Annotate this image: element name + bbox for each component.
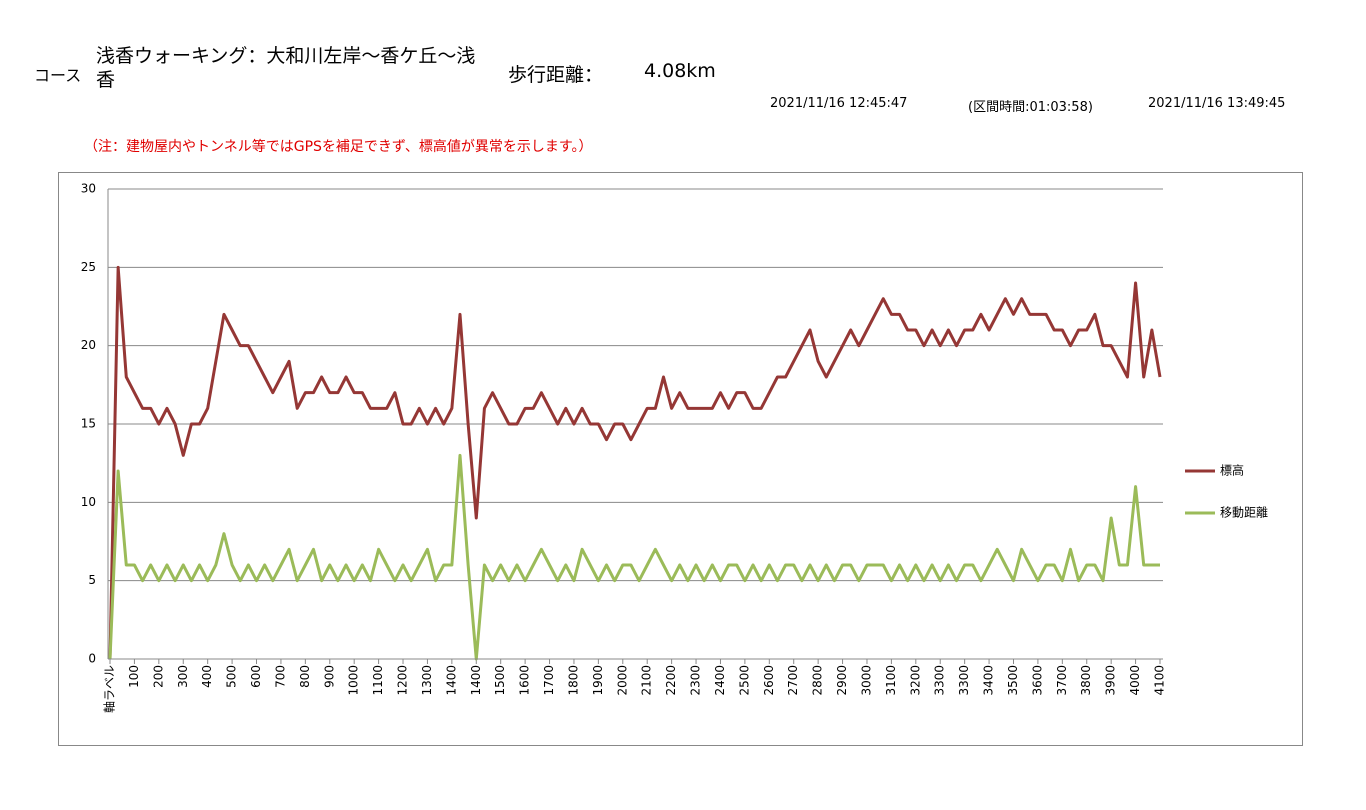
x-tick-label: 1400	[444, 665, 458, 696]
x-tick-label: 3100	[884, 665, 898, 696]
y-tick-label: 25	[81, 260, 96, 274]
course-name: 浅香ウォーキング：大和川左岸～香ケ丘～浅香	[96, 45, 476, 91]
x-tick-label: 700	[273, 665, 287, 688]
y-tick-label: 30	[81, 182, 96, 196]
x-tick-label: 1100	[371, 665, 385, 696]
y-tick-label: 5	[88, 573, 96, 587]
distance: 4.08km	[644, 60, 716, 82]
x-tick-label: 3400	[982, 665, 996, 696]
x-tick-label: 2900	[835, 665, 849, 696]
distance-label: 歩行距離：	[508, 64, 604, 86]
x-tick-label: 1600	[518, 665, 532, 696]
x-tick-label: 軸ラベル	[103, 665, 117, 713]
x-tick-label: 3600	[1030, 665, 1044, 696]
chart-frame	[58, 172, 1303, 746]
x-tick-label: 2500	[737, 665, 751, 696]
legend-label: 標高	[1220, 463, 1244, 478]
interval: (区間時間:01:03:58)	[968, 100, 1093, 115]
x-tick-label: 900	[322, 665, 336, 688]
x-tick-label: 2700	[786, 665, 800, 696]
x-tick-label: 1200	[396, 665, 410, 696]
x-tick-label: 2200	[664, 665, 678, 696]
y-tick-label: 10	[81, 495, 96, 509]
x-tick-label: 300	[176, 665, 190, 688]
x-tick-label: 600	[249, 665, 263, 688]
start-time: 2021/11/16 12:45:47	[770, 96, 908, 111]
x-tick-label: 3200	[908, 665, 922, 696]
x-tick-label: 1400	[469, 665, 483, 696]
x-tick-label: 800	[298, 665, 312, 688]
x-tick-label: 1700	[542, 665, 556, 696]
course-label: コース	[34, 66, 82, 85]
x-tick-label: 2400	[713, 665, 727, 696]
x-tick-label: 3700	[1055, 665, 1069, 696]
x-tick-label: 3300	[933, 665, 947, 696]
y-tick-label: 20	[81, 338, 96, 352]
x-tick-label: 1500	[493, 665, 507, 696]
x-tick-label: 3000	[859, 665, 873, 696]
x-tick-label: 3300	[957, 665, 971, 696]
x-tick-label: 3500	[1006, 665, 1020, 696]
series-line	[108, 453, 1160, 661]
x-tick-label: 2100	[640, 665, 654, 696]
x-tick-label: 3900	[1104, 665, 1118, 696]
x-tick-label: 4100	[1153, 665, 1167, 696]
y-tick-label: 15	[81, 417, 96, 431]
x-tick-label: 1000	[347, 665, 361, 696]
x-tick-label: 3800	[1079, 665, 1093, 696]
end-time: 2021/11/16 13:49:45	[1148, 96, 1286, 111]
x-tick-label: 2800	[811, 665, 825, 696]
x-tick-label: 500	[225, 665, 239, 688]
x-tick-label: 2600	[762, 665, 776, 696]
x-tick-label: 400	[200, 665, 214, 688]
x-tick-label: 100	[127, 665, 141, 688]
x-tick-label: 1900	[591, 665, 605, 696]
x-tick-label: 200	[151, 665, 165, 688]
x-tick-label: 1300	[420, 665, 434, 696]
x-tick-label: 4000	[1128, 665, 1142, 696]
x-tick-label: 2000	[615, 665, 629, 696]
x-tick-label: 2300	[689, 665, 703, 696]
y-tick-label: 0	[88, 652, 96, 666]
series-line	[108, 265, 1162, 660]
note: （注：建物屋内やトンネル等ではGPSを補足できず、標高値が異常を示します。）	[84, 139, 593, 155]
x-tick-label: 1800	[566, 665, 580, 696]
legend-label: 移動距離	[1220, 506, 1268, 520]
